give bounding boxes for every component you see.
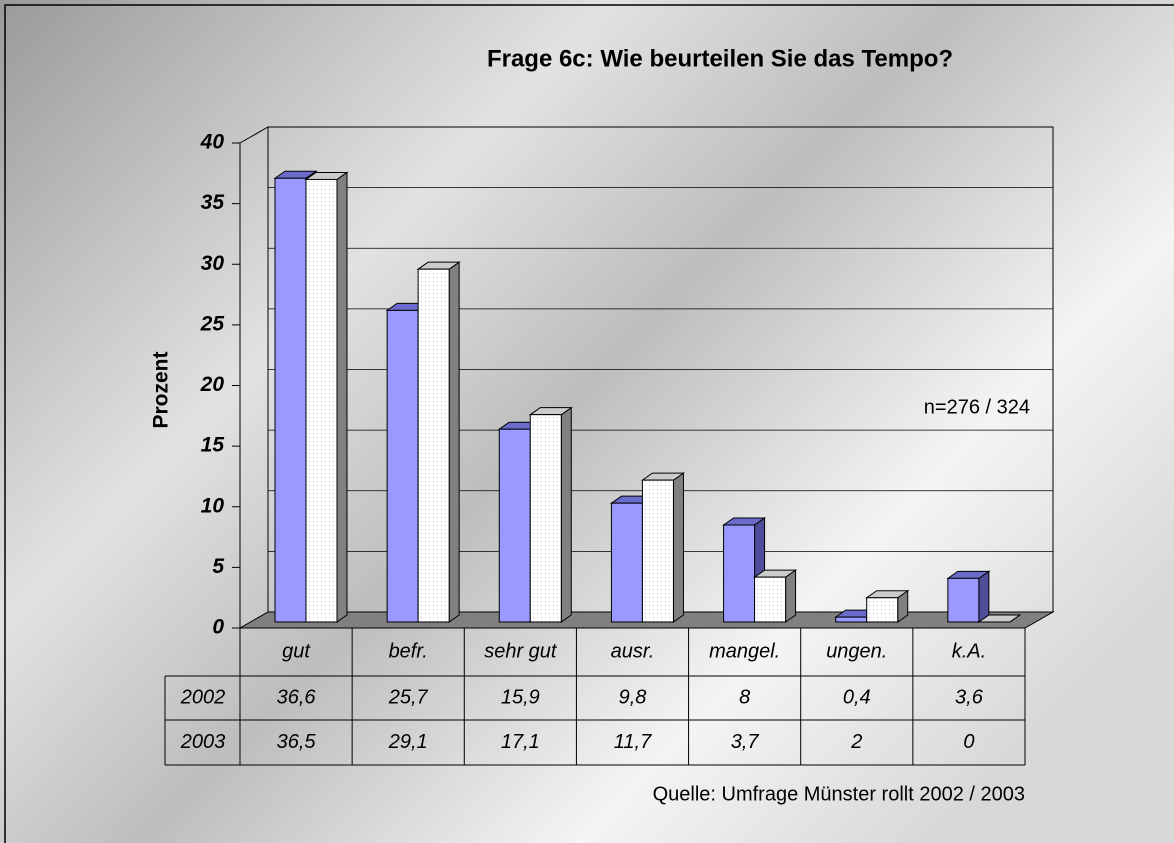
- x-tick-label: sehr gut: [484, 640, 558, 662]
- table-value: 25,7: [388, 686, 429, 708]
- x-tick-label: ausr.: [611, 640, 655, 662]
- bar: [754, 576, 787, 623]
- annotation: n=276 / 324: [924, 396, 1030, 418]
- bar-side: [560, 406, 572, 623]
- y-tick-label: 5: [212, 555, 224, 578]
- table-value: 3,6: [955, 686, 984, 708]
- bar: [641, 479, 674, 623]
- y-tick-label: 15: [201, 434, 225, 457]
- y-tick-label: 10: [201, 494, 225, 517]
- series-label: 2002: [180, 686, 226, 708]
- table-value: 29,1: [388, 731, 428, 753]
- bar: [274, 177, 307, 623]
- table-value: 11,7: [614, 731, 652, 753]
- bar-side: [448, 261, 460, 623]
- bar: [386, 309, 419, 623]
- table-value: 8: [739, 686, 750, 708]
- y-tick-label: 30: [201, 252, 225, 275]
- y-axis-label: Prozent: [150, 351, 173, 428]
- x-tick-label: gut: [282, 640, 311, 662]
- table-value: 36,5: [277, 731, 317, 753]
- bar-side: [336, 171, 348, 623]
- bar-side: [978, 570, 990, 623]
- bar-top: [977, 614, 1022, 623]
- frame: [4, 4, 1174, 843]
- table-value: 17,1: [501, 731, 540, 753]
- bar-side: [785, 569, 797, 623]
- x-tick-label: ungen.: [826, 640, 887, 662]
- table-value: 36,6: [277, 686, 317, 708]
- table-value: 15,9: [501, 686, 540, 708]
- source-note: Quelle: Umfrage Münster rollt 2002 / 200…: [653, 783, 1025, 805]
- bar: [305, 178, 338, 623]
- y-tick-label: 20: [200, 373, 225, 396]
- y-tick-label: 0: [212, 616, 224, 639]
- series-label: 2003: [180, 731, 226, 753]
- y-tick-label: 25: [200, 312, 225, 335]
- bar: [417, 268, 450, 623]
- table-value: 3,7: [731, 731, 760, 753]
- x-tick-label: k.A.: [952, 640, 986, 662]
- table-value: 2: [850, 731, 862, 753]
- bar: [498, 428, 531, 623]
- bar: [947, 577, 980, 623]
- x-tick-label: befr.: [389, 640, 428, 662]
- bar: [866, 597, 899, 623]
- x-tick-label: mangel.: [709, 640, 780, 662]
- side-wall-edge: [239, 126, 269, 144]
- bar: [529, 414, 562, 623]
- table-value: 0,4: [843, 686, 871, 708]
- bar: [723, 524, 756, 623]
- bar: [835, 616, 868, 623]
- table-value: 9,8: [619, 686, 647, 708]
- y-tick-label: 35: [201, 191, 225, 214]
- bar-side: [672, 472, 684, 623]
- table-value: 0: [963, 731, 974, 753]
- plot: 0510152025303540gut36,636,5befr.25,729,1…: [164, 126, 1055, 766]
- bar: [610, 502, 643, 623]
- chart-title: Frage 6c: Wie beurteilen Sie das Tempo?: [487, 45, 953, 72]
- y-tick-label: 40: [200, 131, 225, 154]
